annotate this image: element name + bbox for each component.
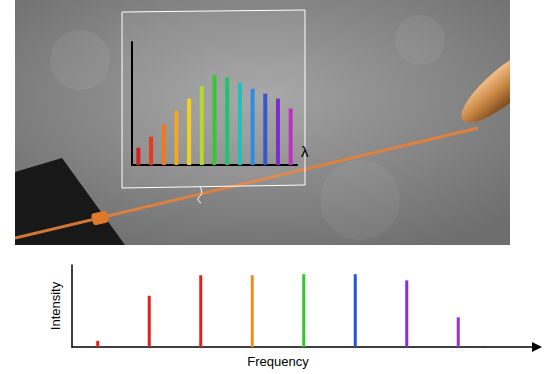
svg-text:λ: λ bbox=[301, 143, 309, 160]
svg-text:Intensity: Intensity bbox=[48, 281, 63, 330]
svg-text:Frequency: Frequency bbox=[247, 354, 309, 369]
